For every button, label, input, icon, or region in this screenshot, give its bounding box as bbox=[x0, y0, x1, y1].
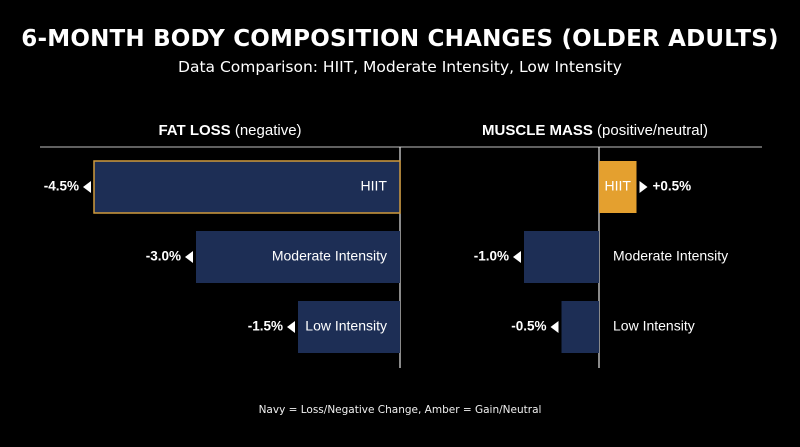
fat-loss-bar-hiit bbox=[93, 160, 401, 214]
fat-loss-pointer-low-intensity bbox=[287, 321, 295, 333]
fat-loss-bar-low-intensity bbox=[298, 301, 400, 353]
muscle-mass-category-moderate-intensity: Moderate Intensity bbox=[613, 248, 728, 264]
muscle-mass-pointer-hiit bbox=[639, 181, 648, 193]
muscle-mass-category-low-intensity: Low Intensity bbox=[613, 318, 695, 334]
muscle-mass-bar-low-intensity bbox=[561, 301, 599, 353]
fat-loss-pointer-hiit bbox=[83, 181, 91, 193]
color-legend-note: Navy = Loss/Negative Change, Amber = Gai… bbox=[258, 404, 542, 416]
muscle-mass-value-label-moderate-intensity: -1.0% bbox=[474, 249, 509, 264]
fat-loss-value-label-low-intensity: -1.5% bbox=[248, 319, 283, 334]
fat-loss-category-low-intensity: Low Intensity bbox=[305, 318, 387, 334]
muscle-mass-category-hiit: HIIT bbox=[605, 178, 632, 194]
muscle-mass-heading: MUSCLE MASS (positive/neutral) bbox=[482, 122, 708, 139]
fat-loss-value-label-hiit: -4.5% bbox=[44, 179, 79, 194]
muscle-mass-value-label-low-intensity: -0.5% bbox=[511, 319, 546, 334]
chart-subtitle: Data Comparison: HIIT, Moderate Intensit… bbox=[178, 58, 622, 76]
muscle-mass-pointer-moderate-intensity bbox=[513, 251, 521, 263]
fat-loss-category-hiit: HIIT bbox=[361, 178, 388, 194]
fat-loss-category-moderate-intensity: Moderate Intensity bbox=[272, 248, 387, 264]
fat-loss-bar-moderate-intensity bbox=[196, 231, 400, 283]
muscle-mass-bar-moderate-intensity bbox=[524, 231, 599, 283]
muscle-mass-value-label-hiit: +0.5% bbox=[653, 179, 692, 194]
chart-title: 6-MONTH BODY COMPOSITION CHANGES (OLDER … bbox=[21, 26, 779, 52]
fat-loss-heading: FAT LOSS (negative) bbox=[158, 122, 301, 139]
fat-loss-pointer-moderate-intensity bbox=[185, 251, 193, 263]
muscle-mass-pointer-low-intensity bbox=[550, 321, 559, 333]
muscle-mass-bar-hiit bbox=[599, 161, 637, 213]
fat-loss-value-label-moderate-intensity: -3.0% bbox=[146, 249, 181, 264]
